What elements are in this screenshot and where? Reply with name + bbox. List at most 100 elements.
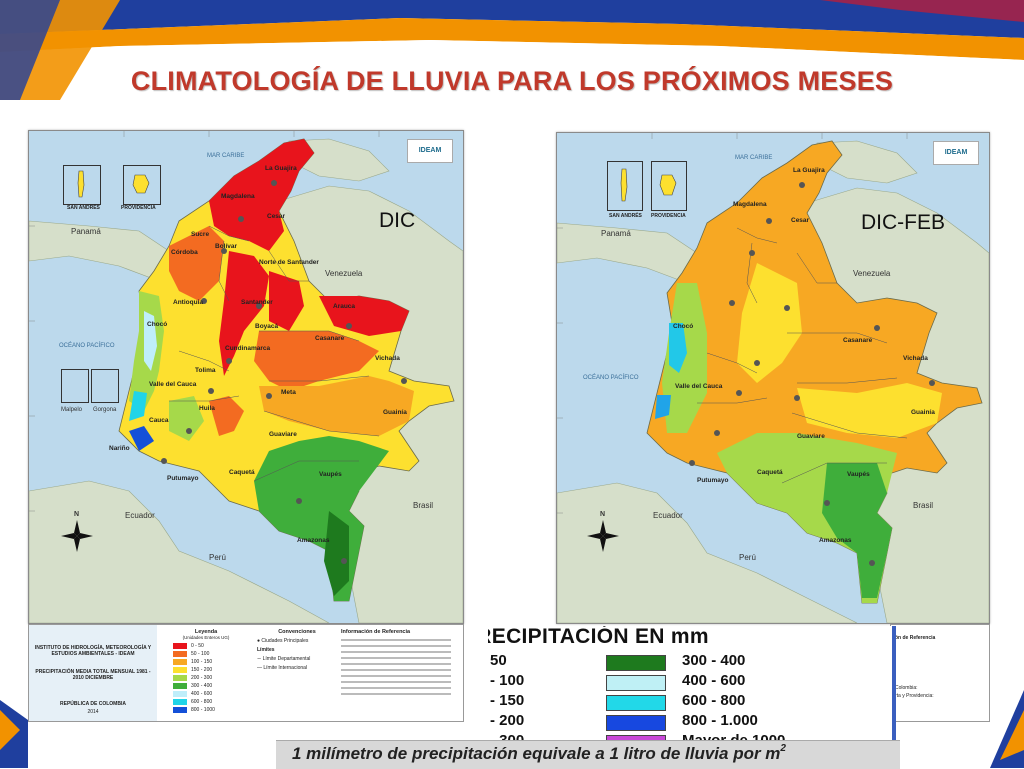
legend-left-value: 50 [490, 652, 507, 669]
north-arrow-icon [61, 520, 93, 552]
label-mar-caribe: MAR CARIBE [735, 155, 773, 161]
map-december-february: SAN ANDRÉS PROVIDENCIA IDEAM DIC-FEB MAR… [556, 132, 990, 624]
dept-valle: Valle del Cauca [675, 383, 723, 390]
zone-darkgreen-amazonas [324, 511, 349, 596]
mini-legend-label: 600 - 800 [191, 699, 213, 705]
ideam-logo: IDEAM [933, 141, 979, 165]
dept-huila: Huila [199, 405, 215, 412]
legend-swatch [606, 675, 666, 691]
product-name: PRECIPITACIÓN MEDIA TOTAL MENSUAL 1981 -… [35, 669, 151, 681]
label-panama: Panamá [601, 229, 631, 238]
dept-casanare: Casanare [315, 335, 345, 342]
legend-left-range: - 100 [490, 672, 524, 689]
label-ecuador: Ecuador [653, 511, 683, 520]
legend-left-value: 150 [499, 692, 525, 709]
conventions-intl-limit-label: Límite Internacional [263, 665, 308, 671]
slide-title: CLIMATOLOGÍA DE LLUVIA PARA LOS PRÓXIMOS… [130, 66, 894, 96]
inset-san-andres-label: SAN ANDRÉS [609, 213, 642, 219]
label-peru: Perú [739, 553, 756, 562]
graticule [557, 133, 908, 514]
dept-guajira: La Guajira [793, 167, 825, 174]
inset-malpelo-label: Malpelo [61, 407, 83, 413]
mini-legend-subtitle: (Unidades Enteros UG) [182, 635, 230, 640]
mini-legend-item: 300 - 400 [161, 682, 251, 690]
corner-decoration-right [990, 690, 1024, 768]
mini-legend: Leyenda (Unidades Enteros UG) 0 - 50 50 -… [161, 629, 251, 714]
legend-left-value: 200 [499, 712, 525, 729]
zone-orange-cordoba [169, 226, 224, 301]
mini-legend-item: 100 - 150 [161, 658, 251, 666]
reference-block: Información de Referencia [341, 629, 459, 695]
conventions-dept-limit-label: Límite Departamental [262, 656, 311, 662]
dept-caqueta: Caquetá [757, 469, 783, 476]
conventions-cities: ● Ciudades Principales [257, 638, 337, 644]
mini-legend-swatch [173, 699, 187, 705]
legend-left-value: 100 [499, 672, 525, 689]
legend-range-label: 400 - 600 [682, 672, 746, 689]
mini-legend-swatch [173, 651, 187, 657]
dept-guainia: Guainía [383, 409, 407, 416]
graticule [29, 131, 380, 512]
dept-tolima: Tolima [195, 367, 216, 374]
dept-nsantander: Norte de Santander [259, 259, 319, 266]
ideam-logo: IDEAM [407, 139, 453, 163]
dept-bolivar: Bolívar [215, 243, 238, 250]
legend-range-label: 300 - 400 [682, 652, 746, 669]
inset-providencia-shape [659, 174, 677, 196]
mini-legend-item: 600 - 800 [161, 698, 251, 706]
reference-region-right: rta y Providencia: [895, 693, 934, 699]
inset-gorgona [91, 369, 119, 403]
legend-range-label: Mayor de 1000 [682, 732, 786, 742]
inset-san-andres-shape [620, 168, 628, 202]
conventions-limits: Límites [257, 647, 275, 653]
dept-valle: Valle del Cauca [149, 381, 197, 388]
dept-guaviare: Guaviare [269, 431, 297, 438]
footer-note-text: 1 milímetro de precipitación equivale a … [292, 744, 781, 763]
mini-legend-swatch [173, 659, 187, 665]
zone-darkblue-pacific [129, 426, 154, 451]
zone-red-santander [269, 271, 304, 331]
department-boundaries [169, 225, 380, 482]
label-venezuela: Venezuela [325, 269, 363, 278]
dept-santander: Santander [241, 299, 273, 306]
legend-left-range: - 200 [490, 712, 524, 729]
dept-cauca: Cauca [149, 417, 169, 424]
city-dots [161, 180, 407, 564]
legend-left-prefix: - [490, 732, 495, 742]
legend-swatch [606, 715, 666, 731]
map-decfeb-drawing [557, 133, 989, 623]
map-info-strip: INSTITUTO DE HIDROLOGÍA, METEOROLOGÍA Y … [28, 624, 464, 722]
dept-vichada: Vichada [375, 355, 400, 362]
label-venezuela: Venezuela [853, 269, 891, 278]
mini-legend-item: 50 - 100 [161, 650, 251, 658]
inset-san-andres-shape [77, 170, 85, 198]
mini-legend-label: 300 - 400 [191, 683, 213, 689]
colombia-base [646, 140, 983, 604]
mini-legend-item: 800 - 1000 [161, 706, 251, 714]
label-oceano-pacifico: OCÉANO PACÍFICO [583, 375, 639, 381]
city-dots [689, 182, 935, 566]
mini-legend-label: 100 - 150 [191, 659, 213, 665]
dept-cordoba: Córdoba [171, 249, 198, 256]
map-december: SAN ANDRÉS PROVIDENCIA Malpelo Gorgona I… [28, 130, 464, 624]
intl-limit-icon: — [257, 665, 262, 671]
footer-note-superscript: 2 [780, 743, 786, 754]
dept-cesar: Cesar [791, 217, 810, 224]
zone-cyan-choco [669, 323, 687, 373]
mini-legend-swatch [173, 691, 187, 697]
conventions-title: Convenciones [278, 629, 316, 635]
zone-yellow-andes [737, 263, 802, 383]
mini-legend-swatch [173, 667, 187, 673]
legend-left-prefix: - [490, 692, 495, 709]
zone-orange-llanos [254, 331, 379, 391]
zone-red-north [209, 139, 314, 251]
mini-legend-item: 200 - 300 [161, 674, 251, 682]
dept-limit-icon: ∼ [257, 656, 262, 662]
dept-guajira: La Guajira [265, 165, 297, 172]
dept-meta: Meta [281, 389, 296, 396]
mini-legend-swatch [173, 675, 187, 681]
dept-putumayo: Putumayo [167, 475, 199, 482]
label-oceano-pacifico: OCÉANO PACÍFICO [59, 343, 115, 349]
top-decorative-band [0, 0, 1024, 100]
dept-sucre: Sucre [191, 231, 210, 238]
